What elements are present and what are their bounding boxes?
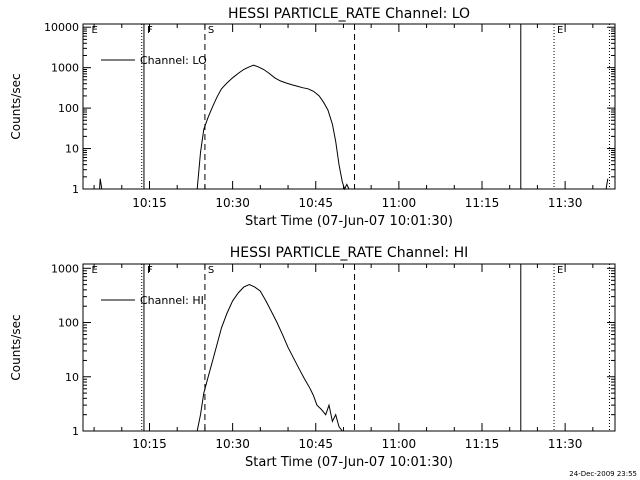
time-marker-label: E — [557, 25, 563, 36]
y-tick-label: 10 — [65, 371, 79, 384]
x-tick-label: 11:15 — [465, 437, 500, 451]
x-tick-label: 10:45 — [298, 196, 333, 210]
x-tick-label: 10:45 — [298, 437, 333, 451]
y-tick-label: 10 — [65, 143, 79, 156]
y-tick-label: 100 — [58, 317, 79, 330]
time-marker-label: F — [147, 265, 153, 276]
chart-title: HESSI PARTICLE_RATE Channel: HI — [230, 245, 468, 261]
series-line — [99, 64, 609, 191]
y-tick-label: 100 — [58, 102, 79, 115]
chart-panel-2: HESSI PARTICLE_RATE Channel: HI 1 10 100 100… — [9, 245, 616, 470]
x-tick-label: 10:15 — [132, 437, 167, 451]
time-marker-label: E — [557, 265, 563, 276]
y-axis-label: Counts/sec — [9, 314, 23, 380]
time-marker-label: S — [208, 265, 214, 276]
legend-label: Channel: HI — [140, 294, 204, 307]
time-marker-label: E — [92, 25, 98, 36]
time-marker-label: F — [147, 25, 153, 36]
series-line — [196, 284, 343, 432]
chart-panel-1: HESSI PARTICLE_RATE Channel: LO 1 10 100 100… — [9, 6, 616, 229]
x-axis-label: Start Time (07-Jun-07 10:01:30) — [245, 455, 453, 470]
plot-frame — [82, 263, 616, 432]
chart-title: HESSI PARTICLE_RATE Channel: LO — [228, 6, 470, 22]
y-tick-label: 1 — [72, 183, 79, 196]
y-axis-label: Counts/sec — [9, 73, 23, 139]
y-tick-label: 10000 — [44, 21, 79, 34]
time-marker-label: E — [92, 265, 98, 276]
x-tick-label: 10:30 — [215, 437, 250, 451]
x-tick-label: 11:00 — [382, 196, 417, 210]
x-tick-label: 11:30 — [548, 437, 583, 451]
x-tick-label: 11:00 — [382, 437, 417, 451]
legend-label: Channel: LO — [140, 54, 207, 67]
y-tick-label: 1000 — [51, 262, 79, 275]
time-marker-label: S — [208, 25, 214, 36]
x-tick-label: 11:30 — [548, 196, 583, 210]
x-tick-label: 10:30 — [215, 196, 250, 210]
x-tick-label: 10:15 — [132, 196, 167, 210]
footer-stamp: 24-Dec-2009 23:55 — [569, 470, 637, 478]
y-tick-label: 1 — [72, 425, 79, 438]
x-axis-label: Start Time (07-Jun-07 10:01:30) — [245, 214, 453, 229]
x-tick-label: 11:15 — [465, 196, 500, 210]
y-tick-label: 1000 — [51, 62, 79, 75]
